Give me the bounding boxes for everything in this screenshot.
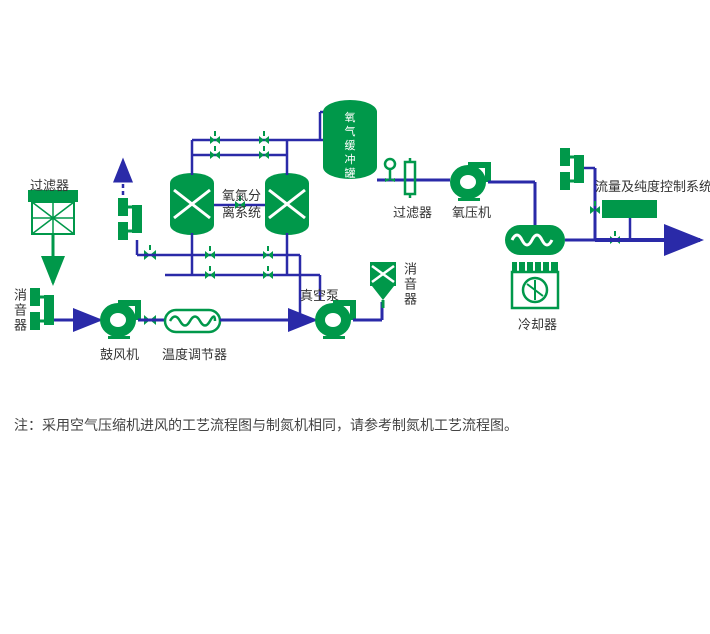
label-cooler: 冷却器 [518,314,557,333]
label-o2comp: 氧压机 [452,202,491,221]
separation-tank-1 [170,173,214,235]
label-vacuum: 真空泵 [300,285,339,304]
blower [100,303,138,339]
label-onsep: 氧氮分离系统 [222,188,262,222]
vent-silencer [118,198,142,240]
temp-regulator [165,310,220,332]
buffer-label-4: 冲 [345,152,356,166]
buffer-label-2: 气 [345,124,356,138]
flow-control-box [602,200,657,218]
silencer-2 [370,262,396,308]
label-filter2: 过滤器 [393,202,432,221]
footnote: 注：采用空气压缩机进风的工艺流程图与制氮机相同，请参考制氮机工艺流程图。 [14,415,518,435]
output-silencer [560,148,584,190]
o2-compressor [450,165,488,201]
cooler-fan [512,262,558,308]
silencer-1 [30,288,54,330]
label-silencer2: 消音器 [400,262,419,307]
cooler [505,225,565,255]
buffer-label-3: 缓 [345,139,356,152]
separation-tank-2 [265,173,309,235]
label-flowctrl: 流量及纯度控制系统 [595,176,710,195]
filter-housing [28,190,78,234]
process-flow-diagram: 氧 气 缓 冲 罐 [0,0,710,634]
filter-2 [405,158,415,198]
label-blower: 鼓风机 [100,344,139,363]
buffer-label-1: 氧 [345,110,356,124]
label-tempreg: 温度调节器 [162,344,227,363]
label-silencer1: 消音器 [10,288,29,333]
buffer-label-5: 罐 [345,167,356,180]
vacuum-pump [315,303,353,339]
label-filter1: 过滤器 [30,175,69,194]
